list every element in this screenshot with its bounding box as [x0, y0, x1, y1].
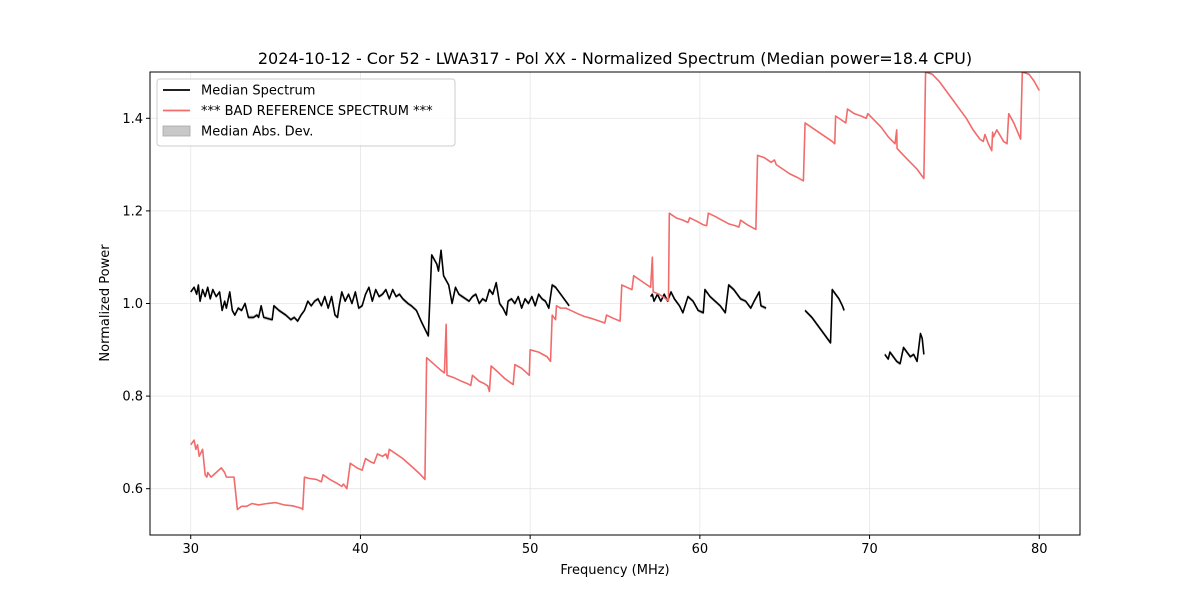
x-tick-label: 40: [352, 542, 369, 557]
plot-area: 30 40 50 60 70 80 0.6 0.8 1.0 1.2 1.4 Median Spectr…: [122, 71, 1081, 557]
series-group: [190, 72, 1040, 511]
y-tick-label: 1.2: [122, 204, 143, 219]
x-axis-label: Frequency (MHz): [560, 563, 669, 578]
legend-entry-label: Median Abs. Dev.: [201, 125, 313, 140]
chart-title: 2024-10-12 - Cor 52 - LWA317 - Pol XX - …: [258, 49, 972, 68]
legend-entry-label: Median Spectrum: [201, 84, 315, 99]
x-tick-label: 30: [182, 542, 199, 557]
median-spectrum-line: [804, 288, 845, 344]
x-tick-label: 70: [861, 542, 878, 557]
y-tick-label: 0.8: [122, 390, 143, 405]
y-tick-label: 0.6: [122, 482, 143, 497]
y-axis-label: Normalized Power: [98, 244, 113, 362]
legend-swatch-patch: [162, 125, 191, 137]
mad-band-segment: [805, 287, 845, 345]
bad-reference-spectrum-line: [190, 72, 1040, 511]
x-tick-label: 50: [522, 542, 539, 557]
x-tick-label: 80: [1031, 542, 1048, 557]
y-tick-label: 1.0: [122, 297, 143, 312]
legend-box: [156, 78, 456, 147]
legend-entry-label: *** BAD REFERENCE SPECTRUM ***: [201, 104, 433, 119]
median-spectrum-line: [190, 249, 570, 337]
y-tick-label: 1.4: [122, 112, 143, 127]
x-tick-label: 60: [692, 542, 709, 557]
median-spectrum-line: [884, 332, 925, 365]
